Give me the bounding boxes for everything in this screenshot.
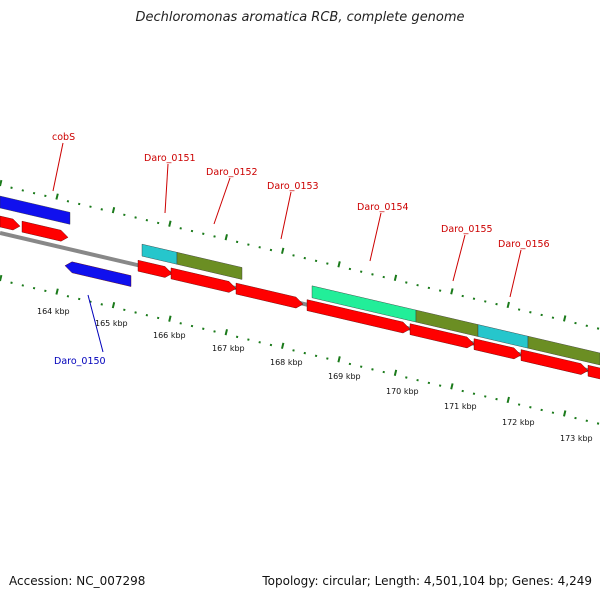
kbp-label: 169 kbp <box>328 372 361 381</box>
daro0151-feature <box>141 243 178 265</box>
gene-callout-line <box>52 142 64 192</box>
kbp-label: 167 kbp <box>212 344 245 353</box>
kbp-label: 168 kbp <box>270 358 303 367</box>
gene-callout-line <box>452 234 466 282</box>
gene-callout-line <box>164 163 169 214</box>
kbp-label: 173 kbp <box>560 434 593 443</box>
gene-label: Daro_0156 <box>498 239 550 250</box>
outer-tick <box>563 315 567 322</box>
outer-tick <box>168 220 172 227</box>
gene-callout-line <box>213 177 231 225</box>
outer-tick-row <box>0 179 600 330</box>
outer-tick <box>55 193 59 200</box>
cds-arrow <box>137 259 173 278</box>
outer-tick <box>224 234 228 241</box>
inner-tick <box>337 356 341 363</box>
cds-arrow <box>0 215 21 231</box>
feature-band <box>0 195 600 366</box>
inner-tick <box>224 329 228 336</box>
inner-tick <box>0 274 3 282</box>
inner-tick <box>393 369 398 376</box>
outer-tick <box>281 247 285 254</box>
kbp-label: 171 kbp <box>444 402 477 411</box>
inner-tick <box>55 288 59 295</box>
outer-tick <box>393 274 398 281</box>
gene-label: Daro_0155 <box>441 224 493 235</box>
cds-arrow <box>235 282 304 309</box>
page-title: Dechloromonas aromatica RCB, complete ge… <box>135 10 465 25</box>
gene-label: Daro_0150 <box>54 356 106 367</box>
outer-tick <box>111 207 116 214</box>
accession-text: Accession: NC_007298 <box>9 574 146 588</box>
gene-label: Daro_0152 <box>206 167 258 178</box>
inner-tick <box>450 383 454 390</box>
gene-label: Daro_0154 <box>357 202 409 213</box>
inner-tick <box>168 315 172 322</box>
cds-arrow <box>473 338 522 360</box>
cds-arrow <box>587 364 600 380</box>
inner-tick <box>281 342 285 349</box>
kbp-label: 172 kbp <box>502 418 535 427</box>
gene-label: Daro_0151 <box>144 153 196 164</box>
daro0156-feature <box>527 335 600 366</box>
outer-tick <box>506 301 510 309</box>
kbp-label: 170 kbp <box>386 387 419 396</box>
inner-tick <box>563 410 567 417</box>
kbp-label: 166 kbp <box>153 331 186 340</box>
inner-tick <box>506 396 510 404</box>
gene-label: Daro_0153 <box>267 181 319 192</box>
cds-arrow <box>306 299 411 334</box>
cds-arrow <box>409 323 475 349</box>
outer-tick <box>450 288 454 295</box>
cds-arrow <box>520 349 589 375</box>
kbp-label: 165 kbp <box>95 319 128 328</box>
inner-tick <box>111 302 116 309</box>
gene-callout-line <box>509 249 522 298</box>
cds-arrow <box>21 220 69 242</box>
kbp-label: 164 kbp <box>37 307 70 316</box>
gene-callout-line <box>369 212 382 262</box>
cds-arrow <box>170 267 237 293</box>
outer-tick <box>337 261 341 268</box>
gene-label: cobS <box>52 132 75 143</box>
cds-arrow-reverse <box>64 261 132 287</box>
genome-summary-text: Topology: circular; Length: 4,501,104 bp… <box>262 574 592 588</box>
gene-labels: cobS Daro_0151 Daro_0152 Daro_0153 Daro_0154… <box>52 132 550 367</box>
inner-tick-row <box>0 274 600 425</box>
daro0152-feature <box>176 252 243 280</box>
kbp-tick-labels: 164 kbp 165 kbp 166 kbp 167 kbp 168 kbp 169 k… <box>37 307 593 443</box>
gene-callout-line <box>87 294 104 353</box>
gene-callout-line <box>280 191 292 240</box>
outer-tick <box>0 179 3 187</box>
cds-arrows <box>0 215 600 380</box>
cobS-feature <box>0 195 71 225</box>
